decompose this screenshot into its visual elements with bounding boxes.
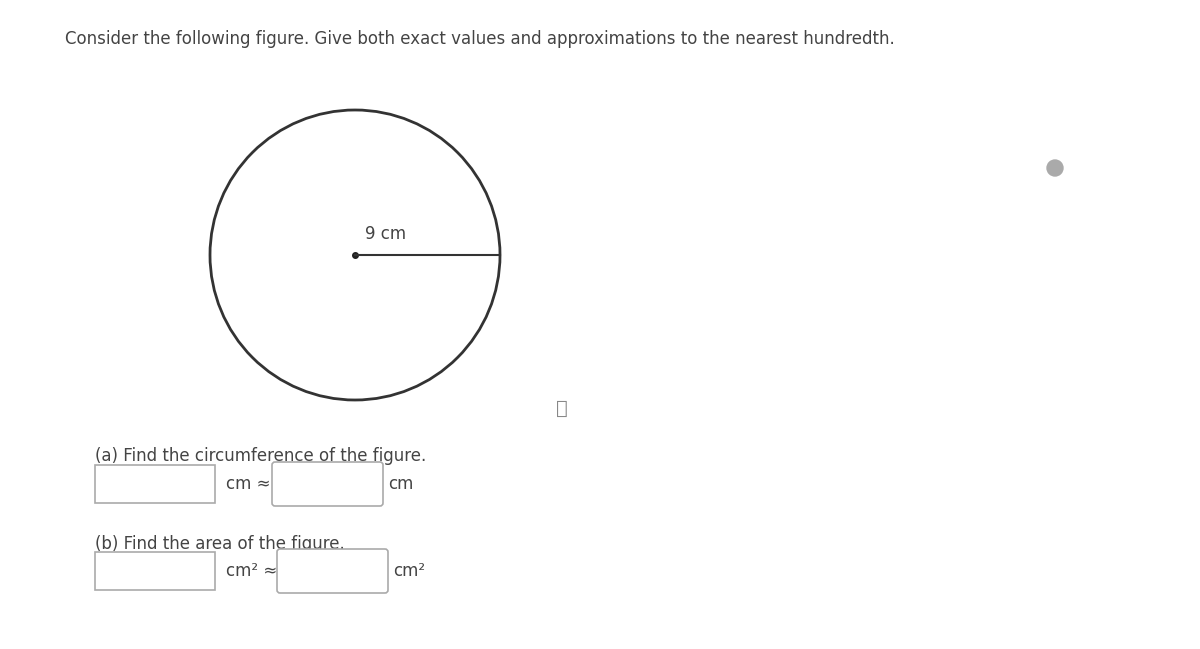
Text: cm² ≈: cm² ≈ — [226, 562, 277, 580]
Bar — [95, 465, 215, 503]
Bar — [95, 552, 215, 590]
FancyBboxPatch shape — [277, 549, 388, 593]
Text: (b) Find the area of the figure.: (b) Find the area of the figure. — [95, 535, 344, 553]
FancyBboxPatch shape — [272, 462, 383, 506]
Text: 9 cm: 9 cm — [365, 225, 406, 243]
Text: (a) Find the circumference of the figure.: (a) Find the circumference of the figure… — [95, 447, 426, 465]
Text: cm²: cm² — [394, 562, 425, 580]
Text: ⓘ: ⓘ — [556, 398, 568, 417]
Text: Consider the following figure. Give both exact values and approximations to the : Consider the following figure. Give both… — [65, 30, 895, 48]
Text: cm: cm — [388, 475, 413, 493]
Circle shape — [1046, 160, 1063, 176]
Text: cm ≈: cm ≈ — [226, 475, 270, 493]
